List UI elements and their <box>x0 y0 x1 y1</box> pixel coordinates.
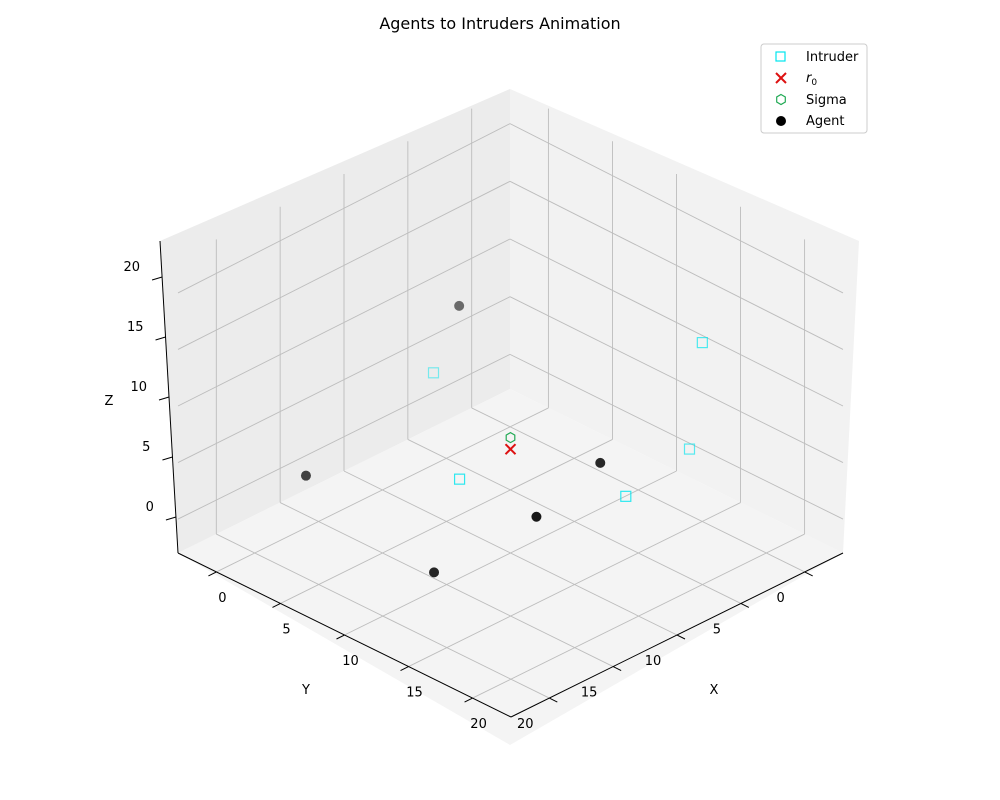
x-tick-label: 0 <box>218 591 226 606</box>
y-tick-label: 10 <box>645 654 662 669</box>
intruder-marker <box>683 443 696 455</box>
y-tick-mark <box>676 634 686 640</box>
gridline-z-right <box>509 238 844 407</box>
grid-lines <box>177 108 844 699</box>
gridline-z-right <box>509 123 844 294</box>
intruder-marker <box>453 473 466 485</box>
gridline-z-right <box>509 353 844 520</box>
legend-item-sigma: Sigma <box>776 93 847 108</box>
y-tick-mark <box>612 666 622 671</box>
gridline-z-left <box>177 296 511 463</box>
gridline-y-floor <box>343 470 678 636</box>
legend-label-sigma: Sigma <box>806 93 847 108</box>
x-tick-label: 15 <box>406 686 423 701</box>
x-tick-mark <box>464 697 473 703</box>
x-tick-mark <box>272 603 281 608</box>
gridline-y-floor <box>279 502 614 667</box>
agent-marker <box>454 300 465 311</box>
z-tick-mark <box>158 396 170 401</box>
gridline-y-floor <box>216 533 550 699</box>
gridline-z-left <box>177 238 511 407</box>
x-axis-label: X <box>710 683 719 698</box>
legend-label-agent: Agent <box>806 114 844 129</box>
tick-labels: 0 5 10 15 20 0 5 10 15 20 0 5 10 15 20 <box>124 260 785 732</box>
x-tick-label: 20 <box>470 717 487 732</box>
legend-label-r0: r0 <box>806 71 817 88</box>
z-tick-label: 5 <box>142 440 150 455</box>
intruder-marker <box>427 367 440 379</box>
x-tick-label: 5 <box>282 622 290 637</box>
x-tick-label: 10 <box>342 654 359 669</box>
z-tick-mark <box>162 456 173 461</box>
intruder-marker <box>696 337 708 349</box>
legend-item-r0: r0 <box>775 71 817 88</box>
x-tick-mark <box>336 634 345 640</box>
z-tick-label: 0 <box>146 500 154 515</box>
intruder-marker <box>620 490 632 502</box>
agent-marker <box>429 567 440 578</box>
legend-x-marker <box>775 72 787 84</box>
legend-square-marker <box>775 51 786 62</box>
z-tick-mark <box>155 336 166 341</box>
data-points <box>300 300 708 578</box>
back-left-pane <box>160 89 510 553</box>
gridline-y-floor <box>471 407 805 573</box>
y-tick-mark <box>740 603 750 608</box>
x-tick-mark <box>400 666 409 671</box>
legend-circle-marker <box>776 116 786 126</box>
y-tick-label: 5 <box>713 622 721 637</box>
legend: Intruder r0 Sigma Agent <box>760 43 868 134</box>
gridline-z-left <box>177 180 511 350</box>
gridline-z-left <box>177 353 511 520</box>
z-tick-label: 10 <box>130 380 147 395</box>
agent-marker <box>595 457 606 468</box>
y-tick-label: 0 <box>777 591 785 606</box>
sigma-marker <box>505 431 516 444</box>
z-tick-mark <box>165 516 177 521</box>
gridline-z-left <box>177 123 511 294</box>
chart-title: Agents to Intruders Animation <box>379 14 620 33</box>
gridline-z-right <box>509 296 844 463</box>
legend-hexagon-marker <box>776 93 786 106</box>
floor-pane <box>178 389 843 745</box>
r0-marker <box>504 443 517 455</box>
agent-marker <box>300 470 311 481</box>
y-tick-mark <box>549 697 558 703</box>
axis-lines <box>151 240 844 718</box>
z-tick-label: 20 <box>124 260 141 275</box>
y-axis-label: Y <box>301 683 310 698</box>
agent-marker <box>531 511 542 522</box>
y-tick-label: 15 <box>581 686 598 701</box>
legend-item-intruder: Intruder <box>775 50 859 65</box>
gridline-y-floor <box>407 439 742 604</box>
back-right-pane <box>510 89 859 553</box>
gridline-z-right <box>509 180 844 350</box>
legend-box <box>760 43 868 134</box>
legend-item-agent: Agent <box>776 114 844 129</box>
legend-label-intruder: Intruder <box>806 50 859 65</box>
x-tick-mark <box>208 571 217 577</box>
pane-group <box>160 89 859 745</box>
y-tick-label: 20 <box>517 717 534 732</box>
z-tick-label: 15 <box>127 320 144 335</box>
z-axis-label: Z <box>105 394 114 409</box>
z-tick-mark <box>151 276 163 281</box>
y-tick-mark <box>804 571 813 577</box>
